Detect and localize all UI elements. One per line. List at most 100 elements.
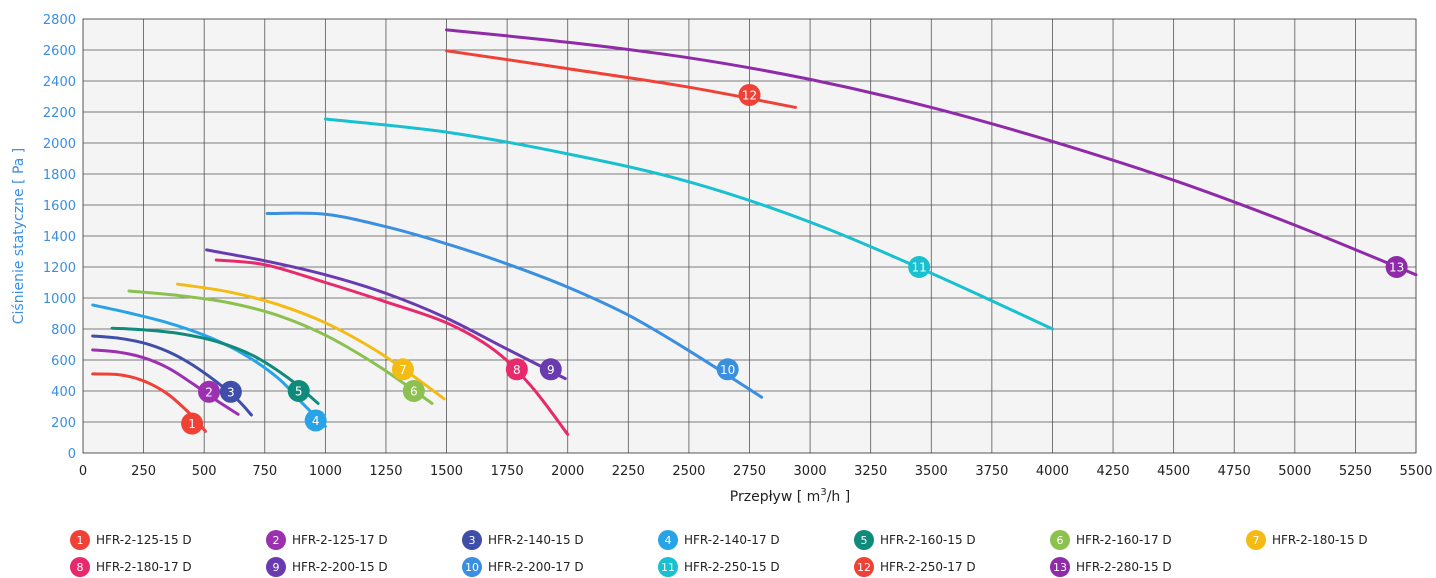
series-marker-circle bbox=[539, 358, 562, 381]
series-marker-6: 6 bbox=[402, 380, 425, 402]
series-marker-3: 3 bbox=[219, 380, 242, 403]
legend-label: HFR-2-200-17 D bbox=[488, 560, 584, 574]
y-tick-label: 400 bbox=[51, 385, 76, 400]
x-tick-label: 4500 bbox=[1157, 464, 1190, 479]
series-marker-circle bbox=[908, 256, 931, 278]
y-tick-label: 600 bbox=[51, 354, 76, 369]
series-marker-8: 8 bbox=[505, 358, 528, 381]
legend-item-3: 3 HFR-2-140-15 D bbox=[462, 529, 584, 551]
legend-item-11: 11 HFR-2-250-15 D bbox=[658, 556, 780, 578]
series-marker-1: 1 bbox=[181, 412, 204, 435]
x-tick-label: 1750 bbox=[491, 464, 524, 479]
series-marker-label: 3 bbox=[227, 385, 235, 399]
x-tick-label: 750 bbox=[252, 464, 277, 479]
series-marker-label: 12 bbox=[742, 88, 757, 102]
x-tick-label: 2500 bbox=[672, 464, 705, 479]
x-tick-label: 2000 bbox=[551, 464, 584, 479]
x-tick-label: 1250 bbox=[369, 464, 402, 479]
x-tick-label: 0 bbox=[79, 464, 87, 479]
legend-label: HFR-2-160-17 D bbox=[1076, 533, 1172, 547]
x-axis-ticks: 0 250 500 750 1000 1250 1500 1750 2000 2250 2500 27… bbox=[79, 464, 1433, 479]
series-marker-circle bbox=[181, 412, 204, 435]
legend-label: HFR-2-125-15 D bbox=[96, 533, 192, 547]
series-marker-13: 13 bbox=[1385, 256, 1408, 278]
x-axis-label-unit-pre: [ m bbox=[797, 489, 821, 505]
legend-label: HFR-2-200-15 D bbox=[292, 560, 388, 574]
legend-marker: 9 bbox=[266, 557, 286, 577]
y-tick-label: 1600 bbox=[43, 199, 76, 214]
x-tick-label: 2250 bbox=[612, 464, 645, 479]
series-line-13 bbox=[445, 28, 1418, 277]
x-tick-label: 5500 bbox=[1399, 464, 1432, 479]
series-marker-label: 5 bbox=[295, 385, 303, 399]
legend-marker: 8 bbox=[70, 557, 90, 577]
legend-marker: 6 bbox=[1050, 530, 1070, 550]
x-tick-label: 3000 bbox=[794, 464, 827, 479]
x-tick-label: 3500 bbox=[915, 464, 948, 479]
series-marker-7: 7 bbox=[391, 358, 414, 381]
x-tick-label: 5000 bbox=[1278, 464, 1311, 479]
series-marker-label: 2 bbox=[205, 385, 213, 399]
series-marker-circle bbox=[287, 380, 310, 402]
y-tick-label: 0 bbox=[68, 447, 76, 462]
series-marker-label: 7 bbox=[399, 363, 407, 377]
legend-label: HFR-2-250-15 D bbox=[684, 560, 780, 574]
legend-marker: 11 bbox=[658, 557, 678, 577]
series-marker-circle bbox=[716, 358, 739, 381]
legend-marker: 4 bbox=[658, 530, 678, 550]
x-tick-label: 3250 bbox=[854, 464, 887, 479]
y-tick-label: 200 bbox=[51, 416, 76, 431]
legend-item-2: 2 HFR-2-125-17 D bbox=[266, 529, 388, 551]
y-axis-label: Ciśnienie statyczne [ Pa ] bbox=[11, 148, 27, 325]
legend-label: HFR-2-280-15 D bbox=[1076, 560, 1172, 574]
legend-marker: 13 bbox=[1050, 557, 1070, 577]
series-marker-label: 11 bbox=[912, 261, 927, 275]
series-marker-2: 2 bbox=[198, 380, 221, 403]
x-tick-label: 5250 bbox=[1339, 464, 1372, 479]
legend-label: HFR-2-250-17 D bbox=[880, 560, 976, 574]
legend-item-7: 7 HFR-2-180-15 D bbox=[1246, 529, 1368, 551]
legend-item-5: 5 HFR-2-160-15 D bbox=[854, 529, 976, 551]
series-marker-label: 1 bbox=[188, 417, 196, 431]
x-axis-label: Przepływ [ m3/h ] bbox=[730, 487, 850, 505]
series-marker-label: 8 bbox=[513, 363, 521, 377]
series-marker-label: 6 bbox=[410, 385, 418, 399]
y-tick-label: 2400 bbox=[43, 75, 76, 90]
series-marker-label: 9 bbox=[547, 363, 555, 377]
x-axis-label-unit-post: /h ] bbox=[827, 489, 851, 505]
series-marker-12: 12 bbox=[738, 83, 761, 106]
series-lines bbox=[91, 28, 1418, 436]
series-marker-10: 10 bbox=[716, 358, 739, 381]
legend-label: HFR-2-140-15 D bbox=[488, 533, 584, 547]
legend-item-4: 4 HFR-2-140-17 D bbox=[658, 529, 780, 551]
legend-item-1: 1 HFR-2-125-15 D bbox=[70, 529, 192, 551]
x-tick-label: 3750 bbox=[975, 464, 1008, 479]
legend: 1 HFR-2-125-15 D 2 HFR-2-125-17 D 3 HFR-2-140… bbox=[0, 526, 1436, 578]
series-line-9 bbox=[205, 248, 567, 381]
legend-item-9: 9 HFR-2-200-15 D bbox=[266, 556, 388, 578]
x-tick-label: 250 bbox=[131, 464, 156, 479]
legend-label: HFR-2-160-15 D bbox=[880, 533, 976, 547]
y-tick-label: 2000 bbox=[43, 137, 76, 152]
x-tick-label: 500 bbox=[192, 464, 217, 479]
legend-label: HFR-2-140-17 D bbox=[684, 533, 780, 547]
legend-marker: 5 bbox=[854, 530, 874, 550]
legend-marker: 3 bbox=[462, 530, 482, 550]
legend-item-10: 10 HFR-2-200-17 D bbox=[462, 556, 584, 578]
grid bbox=[82, 18, 1417, 454]
chart-plot: 0 250 500 750 1000 1250 1500 1750 2000 2250 2500 27… bbox=[11, 13, 1433, 505]
x-axis-label-main: Przepływ bbox=[730, 489, 793, 505]
x-tick-label: 4000 bbox=[1036, 464, 1069, 479]
x-axis-label-unit-sup: 3 bbox=[820, 487, 826, 498]
series-marker-circle bbox=[505, 358, 528, 381]
legend-label: HFR-2-180-17 D bbox=[96, 560, 192, 574]
series-marker-5: 5 bbox=[287, 380, 310, 402]
y-tick-label: 2800 bbox=[43, 13, 76, 28]
legend-item-13: 13 HFR-2-280-15 D bbox=[1050, 556, 1172, 578]
series-marker-circle bbox=[198, 380, 221, 403]
legend-item-12: 12 HFR-2-250-17 D bbox=[854, 556, 976, 578]
series-marker-circle bbox=[402, 380, 425, 402]
x-tick-label: 1000 bbox=[309, 464, 342, 479]
series-marker-label: 10 bbox=[720, 363, 735, 377]
